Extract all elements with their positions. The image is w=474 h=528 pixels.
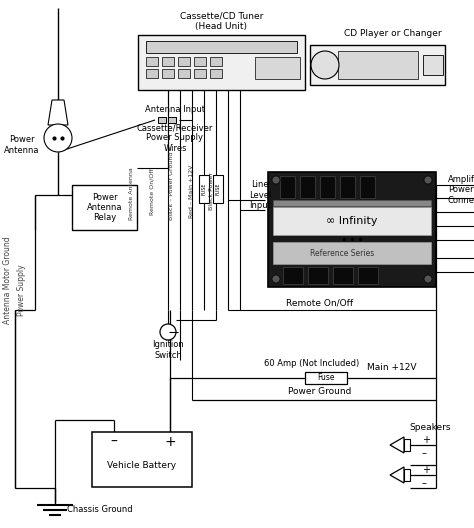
Circle shape xyxy=(311,51,339,79)
Bar xyxy=(358,267,378,284)
Text: Power
Antenna: Power Antenna xyxy=(4,135,40,155)
Bar xyxy=(168,117,176,123)
Text: Remote On/Off: Remote On/Off xyxy=(286,298,354,307)
Bar xyxy=(255,57,300,79)
Text: Power Supply: Power Supply xyxy=(18,264,27,316)
Text: Black – Power Ground: Black – Power Ground xyxy=(170,152,174,220)
Bar xyxy=(273,207,431,235)
Bar xyxy=(210,57,222,66)
Circle shape xyxy=(272,176,280,184)
Bar xyxy=(162,69,174,78)
Text: Main +12V: Main +12V xyxy=(367,363,417,372)
Bar xyxy=(146,57,158,66)
Text: Ignition
Switch: Ignition Switch xyxy=(152,341,184,360)
Text: Black Power: Black Power xyxy=(210,172,215,210)
Text: Speakers: Speakers xyxy=(409,422,451,431)
Bar xyxy=(360,176,375,198)
Bar xyxy=(178,69,190,78)
Text: Fuse: Fuse xyxy=(317,373,335,382)
Text: ∞ Infinity: ∞ Infinity xyxy=(326,216,378,226)
Text: Remote On/Off: Remote On/Off xyxy=(149,168,155,215)
Text: FUSE: FUSE xyxy=(216,183,220,195)
Bar xyxy=(194,69,206,78)
Circle shape xyxy=(424,275,432,283)
Text: Amplifier
Power
Connection: Amplifier Power Connection xyxy=(448,175,474,205)
Circle shape xyxy=(424,176,432,184)
Bar xyxy=(280,176,295,198)
Bar xyxy=(300,176,315,198)
Bar xyxy=(158,117,166,123)
Text: Chassis Ground: Chassis Ground xyxy=(67,505,133,514)
Text: –: – xyxy=(422,448,427,458)
Bar xyxy=(210,69,222,78)
Text: +: + xyxy=(422,465,430,475)
Text: +: + xyxy=(164,435,176,449)
Bar xyxy=(404,469,410,481)
Polygon shape xyxy=(48,100,68,125)
Text: FUSE: FUSE xyxy=(201,183,207,195)
Bar xyxy=(72,185,137,230)
Bar xyxy=(340,176,355,198)
Bar xyxy=(308,267,328,284)
Circle shape xyxy=(44,124,72,152)
Circle shape xyxy=(272,275,280,283)
Text: Cassette/Receiver
Power Supply
Wires: Cassette/Receiver Power Supply Wires xyxy=(137,123,213,153)
Circle shape xyxy=(160,324,176,340)
Text: Reference Series: Reference Series xyxy=(310,249,374,258)
Bar xyxy=(146,41,297,53)
Bar xyxy=(162,57,174,66)
Text: Power
Antenna
Relay: Power Antenna Relay xyxy=(87,193,122,222)
Bar xyxy=(146,69,158,78)
Text: CD Player or Changer: CD Player or Changer xyxy=(344,29,441,37)
Bar xyxy=(423,55,443,75)
Bar xyxy=(138,35,305,90)
Text: –: – xyxy=(110,435,118,449)
Text: Antenna Input: Antenna Input xyxy=(145,106,205,115)
Bar xyxy=(194,57,206,66)
Text: +: + xyxy=(422,435,430,445)
Bar xyxy=(273,200,431,206)
Text: –: – xyxy=(422,478,427,488)
Bar xyxy=(273,242,431,264)
Bar xyxy=(320,176,335,198)
Text: Line
Level
Input: Line Level Input xyxy=(249,180,271,210)
Bar xyxy=(305,372,347,384)
Bar xyxy=(283,267,303,284)
Bar xyxy=(333,267,353,284)
Bar xyxy=(213,175,223,203)
Bar xyxy=(310,45,445,85)
Text: Vehicle Battery: Vehicle Battery xyxy=(108,461,176,470)
Text: Cassette/CD Tuner
(Head Unit): Cassette/CD Tuner (Head Unit) xyxy=(180,11,263,31)
Text: Red – Main +12V: Red – Main +12V xyxy=(190,165,194,218)
Text: Power Ground: Power Ground xyxy=(288,388,352,397)
Bar xyxy=(404,439,410,451)
Bar xyxy=(92,432,192,487)
Text: 60 Amp (Not Included): 60 Amp (Not Included) xyxy=(264,360,360,369)
Text: Remote Antenna: Remote Antenna xyxy=(129,167,135,220)
Bar xyxy=(178,57,190,66)
Polygon shape xyxy=(390,467,404,483)
Bar xyxy=(268,172,436,287)
Bar xyxy=(199,175,209,203)
Text: Antenna Motor Ground: Antenna Motor Ground xyxy=(3,236,12,324)
Bar xyxy=(338,51,418,79)
Polygon shape xyxy=(390,437,404,453)
